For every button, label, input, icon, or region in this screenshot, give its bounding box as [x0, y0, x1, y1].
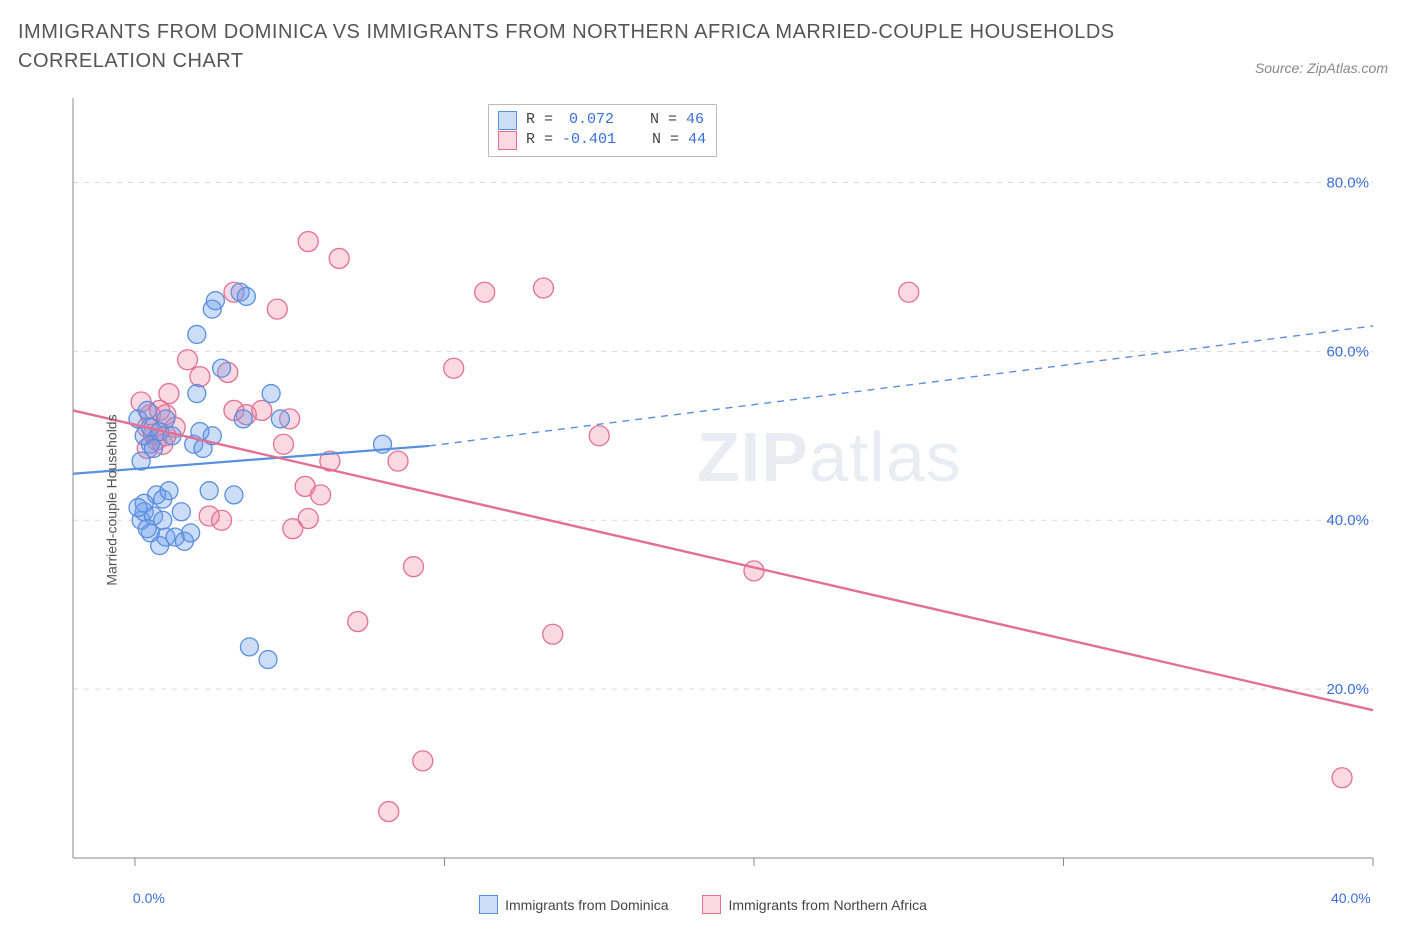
data-point [190, 367, 210, 387]
legend-item: Immigrants from Northern Africa [702, 895, 926, 914]
legend-swatch [498, 131, 517, 150]
data-point [413, 751, 433, 771]
data-point [348, 612, 368, 632]
data-point [172, 503, 190, 521]
svg-text:40.0%: 40.0% [1326, 512, 1369, 529]
data-point [273, 434, 293, 454]
data-point [533, 278, 553, 298]
legend-swatch [498, 111, 517, 130]
data-point [475, 282, 495, 302]
svg-text:80.0%: 80.0% [1326, 174, 1369, 191]
bottom-legend: Immigrants from Dominica Immigrants from … [18, 895, 1388, 914]
svg-text:20.0%: 20.0% [1326, 681, 1369, 698]
trend-line [73, 446, 429, 474]
data-point [188, 385, 206, 403]
legend-swatch [702, 895, 721, 914]
data-point [271, 410, 289, 428]
data-point [589, 426, 609, 446]
data-point [154, 511, 172, 529]
data-point [159, 384, 179, 404]
data-point [178, 350, 198, 370]
data-point [1332, 768, 1352, 788]
data-point [298, 509, 318, 529]
trend-line-extrapolated [429, 326, 1373, 446]
data-point [403, 557, 423, 577]
data-point [240, 638, 258, 656]
data-point [138, 401, 156, 419]
legend-label: Immigrants from Dominica [505, 897, 668, 913]
chart-title: IMMIGRANTS FROM DOMINICA VS IMMIGRANTS F… [18, 18, 1118, 76]
data-point [188, 325, 206, 343]
legend-item: Immigrants from Dominica [479, 895, 668, 914]
stats-row: R =0.072 N = 46 [498, 110, 706, 130]
data-point [225, 486, 243, 504]
stats-legend-box: R =0.072 N = 46R =-0.401 N = 44 [488, 104, 717, 157]
data-point [234, 410, 252, 428]
data-point [259, 651, 277, 669]
chart-container: Married-couple Households 20.0% 40.0% 60.0… [18, 80, 1388, 920]
data-point [311, 485, 331, 505]
data-point [200, 482, 218, 500]
data-point [444, 358, 464, 378]
data-point [206, 292, 224, 310]
data-point [744, 561, 764, 581]
legend-label: Immigrants from Northern Africa [728, 897, 926, 913]
data-point [160, 482, 178, 500]
data-point [237, 287, 255, 305]
data-point [252, 400, 272, 420]
y-axis-title: Married-couple Households [104, 414, 120, 585]
data-point [213, 359, 231, 377]
data-point [157, 410, 175, 428]
scatter-chart: 20.0% 40.0% 60.0% 80.0% [18, 80, 1388, 920]
data-point [543, 624, 563, 644]
source-label: Source: ZipAtlas.com [1255, 60, 1388, 76]
data-point [329, 248, 349, 268]
data-point [182, 524, 200, 542]
data-point [379, 802, 399, 822]
data-point [298, 232, 318, 252]
data-point [144, 439, 162, 457]
stats-row: R =-0.401 N = 44 [498, 130, 706, 150]
data-point [267, 299, 287, 319]
svg-text:60.0%: 60.0% [1326, 343, 1369, 360]
legend-swatch [479, 895, 498, 914]
data-point [212, 510, 232, 530]
data-point [899, 282, 919, 302]
data-point [262, 385, 280, 403]
data-point [388, 451, 408, 471]
data-point [129, 499, 147, 517]
